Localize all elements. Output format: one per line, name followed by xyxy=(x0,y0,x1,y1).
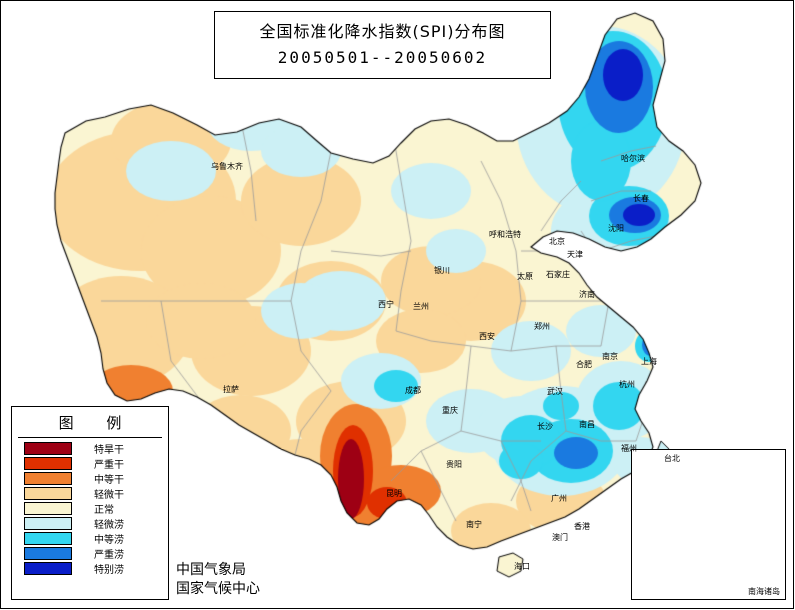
credit-line-2: 国家气候中心 xyxy=(176,581,260,597)
legend-swatch-6 xyxy=(24,532,72,545)
legend-label-1: 严重干 xyxy=(94,460,124,471)
legend-box: 图 例 特旱干 严重干 中等干 轻微干 正常 轻微涝 中等涝 xyxy=(11,406,169,600)
city-label: 长沙 xyxy=(537,422,553,431)
legend-divider xyxy=(18,437,162,438)
legend-swatch-5 xyxy=(24,517,72,530)
inset-label: 南海诸岛 xyxy=(748,587,780,596)
city-label: 拉萨 xyxy=(223,385,239,394)
legend-item: 中等涝 xyxy=(12,531,168,546)
legend-label-6: 中等涝 xyxy=(94,535,124,546)
city-label: 兰州 xyxy=(413,302,429,311)
city-label: 银川 xyxy=(434,266,450,275)
legend-swatch-4 xyxy=(24,502,72,515)
legend-item: 轻微干 xyxy=(12,486,168,501)
city-label: 昆明 xyxy=(386,489,402,498)
south-china-sea-inset: 南海诸岛 xyxy=(631,449,786,600)
city-label: 北京 xyxy=(549,237,565,246)
legend-label-8: 特别涝 xyxy=(94,565,124,576)
city-label: 西宁 xyxy=(378,300,394,309)
credit-line-1: 中国气象局 xyxy=(176,562,246,578)
legend-swatch-1 xyxy=(24,457,72,470)
city-label: 杭州 xyxy=(619,380,635,389)
organization-credit: 中国气象局 国家气候中心 xyxy=(176,561,260,599)
legend-heading: 图 例 xyxy=(58,414,136,432)
legend-label-0: 特旱干 xyxy=(94,445,124,456)
city-label: 郑州 xyxy=(534,322,550,331)
city-label: 西安 xyxy=(479,332,495,341)
city-label: 南京 xyxy=(602,352,618,361)
city-label: 重庆 xyxy=(442,406,458,415)
legend-swatch-8 xyxy=(24,562,72,575)
city-label: 南宁 xyxy=(466,520,482,529)
legend-item: 特别涝 xyxy=(12,561,168,576)
city-label: 乌鲁木齐 xyxy=(211,162,243,171)
legend-label-2: 中等干 xyxy=(94,475,124,486)
city-label: 海口 xyxy=(514,562,530,571)
city-label: 上海 xyxy=(641,357,657,366)
city-label: 合肥 xyxy=(576,360,592,369)
legend-item: 严重干 xyxy=(12,456,168,471)
legend-label-3: 轻微干 xyxy=(94,490,124,501)
city-label: 济南 xyxy=(579,290,595,299)
legend-item: 特旱干 xyxy=(12,441,168,456)
city-label: 台北 xyxy=(664,454,680,463)
map-title-daterange: 20050501--20050602 xyxy=(277,48,488,67)
city-label: 太原 xyxy=(517,272,533,281)
legend-label-7: 严重涝 xyxy=(94,550,124,561)
map-title-primary: 全国标准化降水指数(SPI)分布图 xyxy=(259,22,506,41)
legend-swatch-2 xyxy=(24,472,72,485)
legend-item: 正常 xyxy=(12,501,168,516)
legend-item: 轻微涝 xyxy=(12,516,168,531)
city-label: 广州 xyxy=(551,494,567,503)
legend-swatch-0 xyxy=(24,442,72,455)
legend-label-4: 正常 xyxy=(94,505,114,516)
city-label: 成都 xyxy=(405,386,421,395)
city-label: 哈尔滨 xyxy=(621,154,645,163)
city-label: 天津 xyxy=(567,250,583,259)
city-label: 贵阳 xyxy=(446,460,462,469)
legend-label-5: 轻微涝 xyxy=(94,520,124,531)
map-title-box: 全国标准化降水指数(SPI)分布图 20050501--20050602 xyxy=(214,11,551,79)
legend-swatch-7 xyxy=(24,547,72,560)
legend-item: 中等干 xyxy=(12,471,168,486)
city-label: 澳门 xyxy=(552,533,568,542)
city-label: 南昌 xyxy=(579,420,595,429)
legend-swatch-3 xyxy=(24,487,72,500)
city-label: 香港 xyxy=(574,522,590,531)
city-label: 长春 xyxy=(633,194,649,203)
city-label: 武汉 xyxy=(547,387,563,396)
city-label: 福州 xyxy=(621,444,637,453)
city-label: 石家庄 xyxy=(546,270,570,279)
city-label: 呼和浩特 xyxy=(489,230,521,239)
city-label: 沈阳 xyxy=(608,224,624,233)
legend-item: 严重涝 xyxy=(12,546,168,561)
